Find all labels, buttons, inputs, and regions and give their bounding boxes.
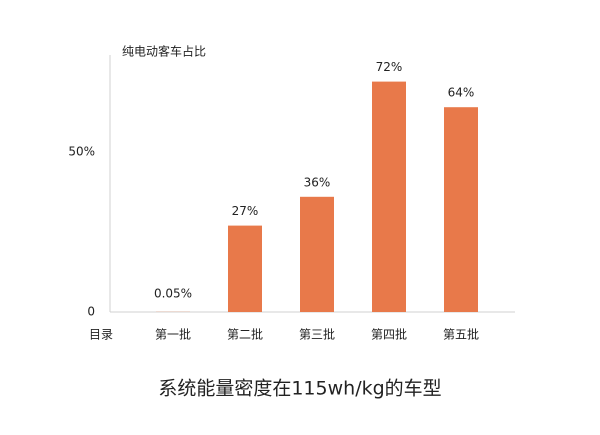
x-tick-label: 第一批: [155, 327, 191, 342]
x-axis-label: 目录: [89, 328, 113, 342]
x-tick-label: 第四批: [371, 327, 407, 342]
x-tick-label: 第二批: [227, 327, 263, 342]
bar: [228, 225, 262, 312]
bar: [372, 81, 406, 312]
x-tick-label: 第五批: [443, 327, 479, 342]
y-tick-label: 0: [87, 305, 95, 319]
bar: [300, 196, 334, 312]
chart-title: 系统能量密度在115wh/kg的车型: [158, 378, 441, 400]
y-tick-label: 50%: [68, 145, 95, 159]
value-label: 72%: [376, 60, 403, 74]
bar: [444, 107, 478, 312]
x-tick-label: 第三批: [299, 327, 335, 342]
value-label: 64%: [448, 86, 475, 100]
y-axis-label: 纯电动客车占比: [122, 44, 206, 59]
value-label: 27%: [232, 204, 259, 218]
value-label: 0.05%: [154, 287, 192, 301]
value-label: 36%: [304, 175, 331, 189]
